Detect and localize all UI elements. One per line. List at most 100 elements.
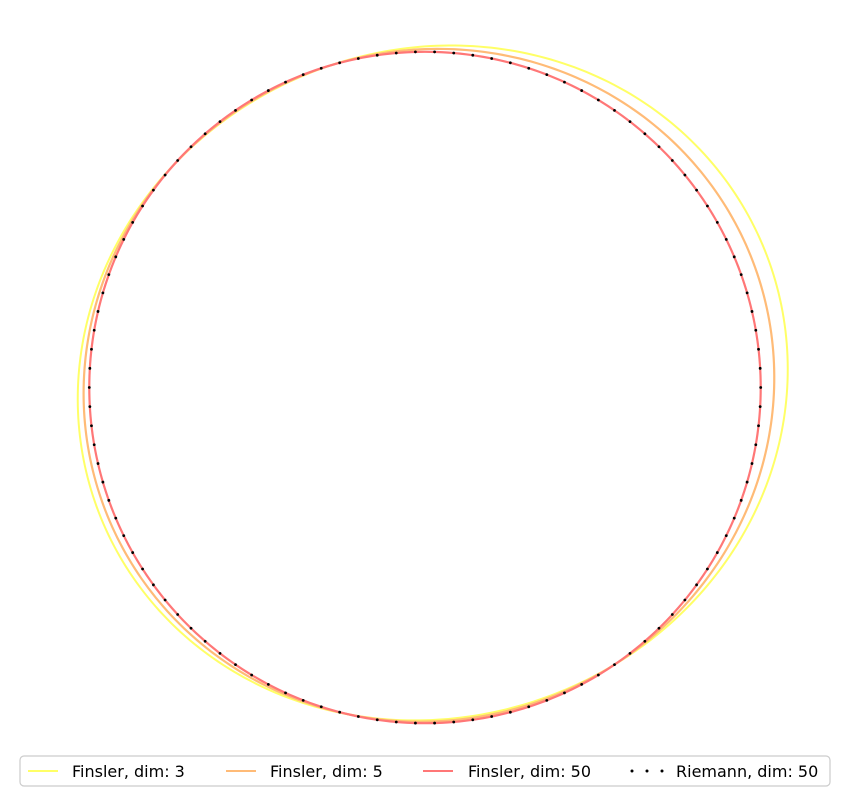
riemann-point xyxy=(452,720,456,724)
riemann-point xyxy=(87,386,91,389)
riemann-point xyxy=(114,255,118,259)
riemann-point xyxy=(319,66,323,70)
riemann-point xyxy=(757,424,760,428)
riemann-point xyxy=(745,291,749,295)
riemann-point xyxy=(107,498,111,502)
riemann-point xyxy=(131,221,135,224)
riemann-point xyxy=(580,683,584,686)
riemann-point xyxy=(613,108,616,112)
legend-swatch xyxy=(630,769,664,773)
riemann-point xyxy=(218,651,222,655)
riemann-point xyxy=(683,598,687,602)
legend-label: Finsler, dim: 5 xyxy=(270,762,383,781)
series-line-finsler-dim-3 xyxy=(76,44,789,722)
riemann-point xyxy=(545,73,549,77)
riemann-point xyxy=(356,57,360,60)
riemann-point xyxy=(490,715,494,718)
riemann-point xyxy=(301,698,305,702)
riemann-point xyxy=(732,516,736,520)
riemann-point xyxy=(527,705,531,709)
riemann-point xyxy=(643,639,647,643)
riemann-point xyxy=(266,683,270,686)
riemann-point xyxy=(754,328,758,332)
riemann-point xyxy=(88,366,92,370)
riemann-point xyxy=(163,173,167,177)
riemann-point xyxy=(706,567,709,571)
riemann-point xyxy=(628,651,632,655)
riemann-point xyxy=(471,53,475,57)
riemann-point xyxy=(101,291,105,295)
riemann-point xyxy=(724,237,728,241)
riemann-point xyxy=(163,598,167,602)
riemann-point xyxy=(234,108,237,112)
riemann-point xyxy=(319,705,323,709)
riemann-point xyxy=(234,663,237,667)
riemann-point xyxy=(107,273,111,277)
riemann-point xyxy=(628,120,632,124)
riemann-point xyxy=(131,551,135,554)
riemann-point xyxy=(176,613,180,616)
riemann-point xyxy=(706,204,709,208)
riemann-point xyxy=(414,50,417,54)
riemann-point xyxy=(189,145,193,149)
riemann-point xyxy=(739,273,743,277)
riemann-point xyxy=(394,720,398,724)
riemann-point xyxy=(218,120,222,124)
riemann-point xyxy=(266,89,270,92)
riemann-point xyxy=(490,57,494,60)
riemann-point xyxy=(724,534,728,538)
legend-label: Riemann, dim: 50 xyxy=(676,762,818,781)
riemann-point xyxy=(596,98,600,102)
riemann-point xyxy=(758,366,762,370)
riemann-point xyxy=(613,663,616,667)
riemann-point xyxy=(250,98,254,102)
riemann-point xyxy=(452,51,456,55)
riemann-point xyxy=(176,159,180,162)
riemann-point xyxy=(203,639,207,643)
riemann-point xyxy=(414,721,417,725)
riemann-point xyxy=(152,188,155,192)
riemann-point xyxy=(96,310,100,313)
riemann-point xyxy=(101,480,105,484)
riemann-point xyxy=(375,718,379,722)
riemann-point xyxy=(596,673,600,677)
riemann-point xyxy=(695,188,698,192)
riemann-point xyxy=(580,89,584,92)
riemann-point xyxy=(96,462,100,465)
series-line-finsler-dim-50 xyxy=(88,50,762,725)
riemann-point xyxy=(670,159,674,162)
riemann-point xyxy=(757,347,760,351)
riemann-point xyxy=(122,237,126,241)
riemann-point xyxy=(563,80,566,84)
legend-swatch-dot xyxy=(645,769,649,773)
plot-area xyxy=(76,44,789,725)
riemann-point xyxy=(301,73,305,77)
riemann-point xyxy=(433,721,436,725)
riemann-point xyxy=(338,61,342,65)
riemann-point xyxy=(745,480,749,484)
riemann-point xyxy=(90,424,93,428)
riemann-point xyxy=(563,691,566,695)
riemann-point xyxy=(695,583,698,587)
riemann-point xyxy=(338,710,342,714)
riemann-point xyxy=(670,613,674,616)
riemann-point xyxy=(754,443,758,447)
riemann-point xyxy=(657,626,661,630)
riemann-point xyxy=(643,132,647,136)
legend-entry-riemann-dim-50: Riemann, dim: 50 xyxy=(630,762,818,781)
legend-label: Finsler, dim: 50 xyxy=(468,762,591,781)
riemann-point xyxy=(471,718,475,722)
legend-entry-finsler-dim-50: Finsler, dim: 50 xyxy=(423,762,591,781)
series-dots-riemann-dim-50 xyxy=(87,50,763,725)
riemann-point xyxy=(92,328,96,332)
riemann-point xyxy=(356,715,360,718)
riemann-point xyxy=(732,255,736,259)
riemann-point xyxy=(758,405,762,409)
legend-swatch-dot xyxy=(660,769,664,773)
riemann-point xyxy=(90,347,93,351)
riemann-point xyxy=(141,567,144,571)
riemann-point xyxy=(683,173,687,177)
legend-swatch-dot xyxy=(630,769,634,773)
riemann-point xyxy=(152,583,155,587)
